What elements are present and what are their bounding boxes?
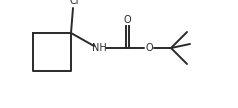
Text: Cl: Cl	[69, 0, 79, 6]
Text: NH: NH	[92, 43, 106, 53]
Text: O: O	[145, 43, 153, 53]
Text: O: O	[124, 15, 131, 25]
